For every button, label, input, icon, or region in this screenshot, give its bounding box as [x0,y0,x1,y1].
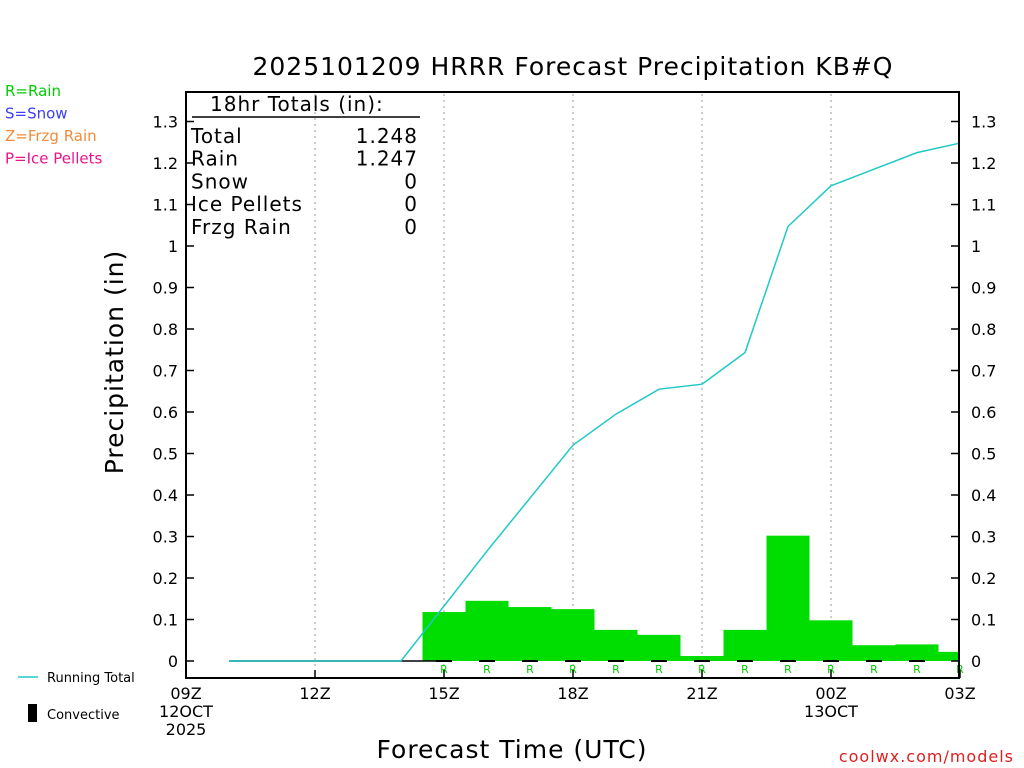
type-marker-7: R [741,663,749,676]
totals-value-2: 0 [404,169,418,193]
totals-label-1: Rain [191,147,239,171]
y-tick-label-right-0: 0 [971,652,981,671]
y-tick-label-left-13: 1.3 [153,113,178,132]
rain-bar-5 [637,634,681,661]
y-axis-right: 0 0.1 0.2 0.3 0.4 0.5 0.6 0.7 0.8 0.9 1 1.1 1.2 1.3 [951,113,996,671]
y-tick-label-left-3: 0.3 [153,528,178,547]
rain-bar-4 [594,629,638,661]
totals-value-1: 1.247 [356,147,418,171]
y-tick-label-right-13: 1.3 [971,113,996,132]
y-tick-label-right-2: 0.2 [971,569,996,588]
legend-type-0: R=Rain [5,82,61,100]
rain-bar-11 [895,644,939,661]
type-marker-8: R [784,663,792,676]
type-marker-4: R [612,663,620,676]
y-tick-label-left-0: 0 [168,652,178,671]
totals-box: 18hr Totals (in): Total 1.248 Rain 1.247 Snow… [190,92,420,239]
y-axis-label: Precipitation (in) [100,250,129,475]
rain-bar-1 [465,600,509,661]
y-tick-label-right-3: 0.3 [971,528,996,547]
x-tick-label-0-1: 12OCT [159,702,213,721]
rain-bar-0 [422,612,466,661]
rain-bar-2 [508,607,552,661]
legend-type-3: P=Ice Pellets [5,150,102,168]
type-marker-12: R [956,663,964,676]
rain-bar-7 [723,629,767,661]
vertical-gridlines [314,94,832,676]
x-tick-label-5-0: 00Z [815,684,846,703]
y-tick-label-right-8: 0.8 [971,320,996,339]
y-tick-label-left-5: 0.5 [153,445,178,464]
type-marker-0: R [440,663,448,676]
type-marker-5: R [655,663,663,676]
y-tick-label-left-12: 1.2 [153,154,178,173]
totals-heading: 18hr Totals (in): [210,92,384,116]
legend-type-2: Z=Frzg Rain [5,127,97,145]
rain-bar-10 [852,645,896,661]
x-tick-label-4-0: 21Z [686,684,717,703]
type-marker-6: R [698,663,706,676]
rain-bar-12 [938,651,960,661]
rain-bar-3 [551,609,595,661]
totals-label-2: Snow [191,169,249,193]
y-tick-label-left-1: 0.1 [153,611,178,630]
totals-label-3: Ice Pellets [191,192,303,216]
totals-value-4: 0 [404,215,418,239]
x-tick-label-3-0: 18Z [557,684,588,703]
x-tick-label-6-0: 03Z [944,684,975,703]
y-tick-label-left-10: 1 [168,237,178,256]
y-tick-label-right-12: 1.2 [971,154,996,173]
y-tick-label-right-10: 1 [971,237,981,256]
y-tick-label-left-9: 0.9 [153,279,178,298]
y-tick-label-right-5: 0.5 [971,445,996,464]
y-tick-label-left-11: 1.1 [153,196,178,215]
y-tick-label-right-11: 1.1 [971,196,996,215]
type-marker-3: R [569,663,577,676]
type-marker-9: R [827,663,835,676]
x-tick-label-0-0: 09Z [170,684,201,703]
legend-convective-swatch [28,704,37,722]
type-marker-1: R [483,663,491,676]
precip-type-legend: R=Rain S=Snow Z=Frzg Rain P=Ice Pellets [5,82,102,168]
y-tick-label-right-9: 0.9 [971,279,996,298]
watermark: coolwx.com/models [839,747,1014,766]
y-tick-label-left-8: 0.8 [153,320,178,339]
x-tick-label-5-1: 13OCT [804,702,858,721]
type-marker-2: R [526,663,534,676]
totals-label-0: Total [190,124,243,148]
totals-label-4: Frzg Rain [191,215,292,239]
y-tick-label-right-7: 0.7 [971,362,996,381]
y-tick-label-right-6: 0.6 [971,403,996,422]
x-axis-label: Forecast Time (UTC) [377,735,648,764]
totals-value-3: 0 [404,192,418,216]
type-marker-11: R [913,663,921,676]
x-tick-label-0-2: 2025 [166,720,207,739]
y-tick-label-left-4: 0.4 [153,486,178,505]
y-tick-label-left-6: 0.6 [153,403,178,422]
x-tick-label-1-0: 12Z [299,684,330,703]
line-legend: Running Total Convective [18,671,135,723]
totals-value-0: 1.248 [356,124,418,148]
y-tick-label-right-1: 0.1 [971,611,996,630]
rain-bar-6 [680,656,724,661]
running-total-line [229,142,961,662]
chart-title: 2025101209 HRRR Forecast Precipitation K… [253,52,894,81]
y-tick-label-right-4: 0.4 [971,486,996,505]
rain-bar-8 [766,535,810,661]
type-marker-10: R [870,663,878,676]
y-tick-label-left-2: 0.2 [153,569,178,588]
legend-convective-label: Convective [47,708,120,723]
rain-bar-9 [809,620,853,661]
legend-running-total-label: Running Total [47,671,135,686]
y-axis-left: 0 0.1 0.2 0.3 0.4 0.5 0.6 0.7 0.8 0.9 1 1.1 1.2 1.3 [153,113,194,671]
rain-bars [422,535,960,661]
x-tick-label-2-0: 15Z [428,684,459,703]
legend-type-1: S=Snow [5,105,68,123]
y-tick-label-left-7: 0.7 [153,362,178,381]
